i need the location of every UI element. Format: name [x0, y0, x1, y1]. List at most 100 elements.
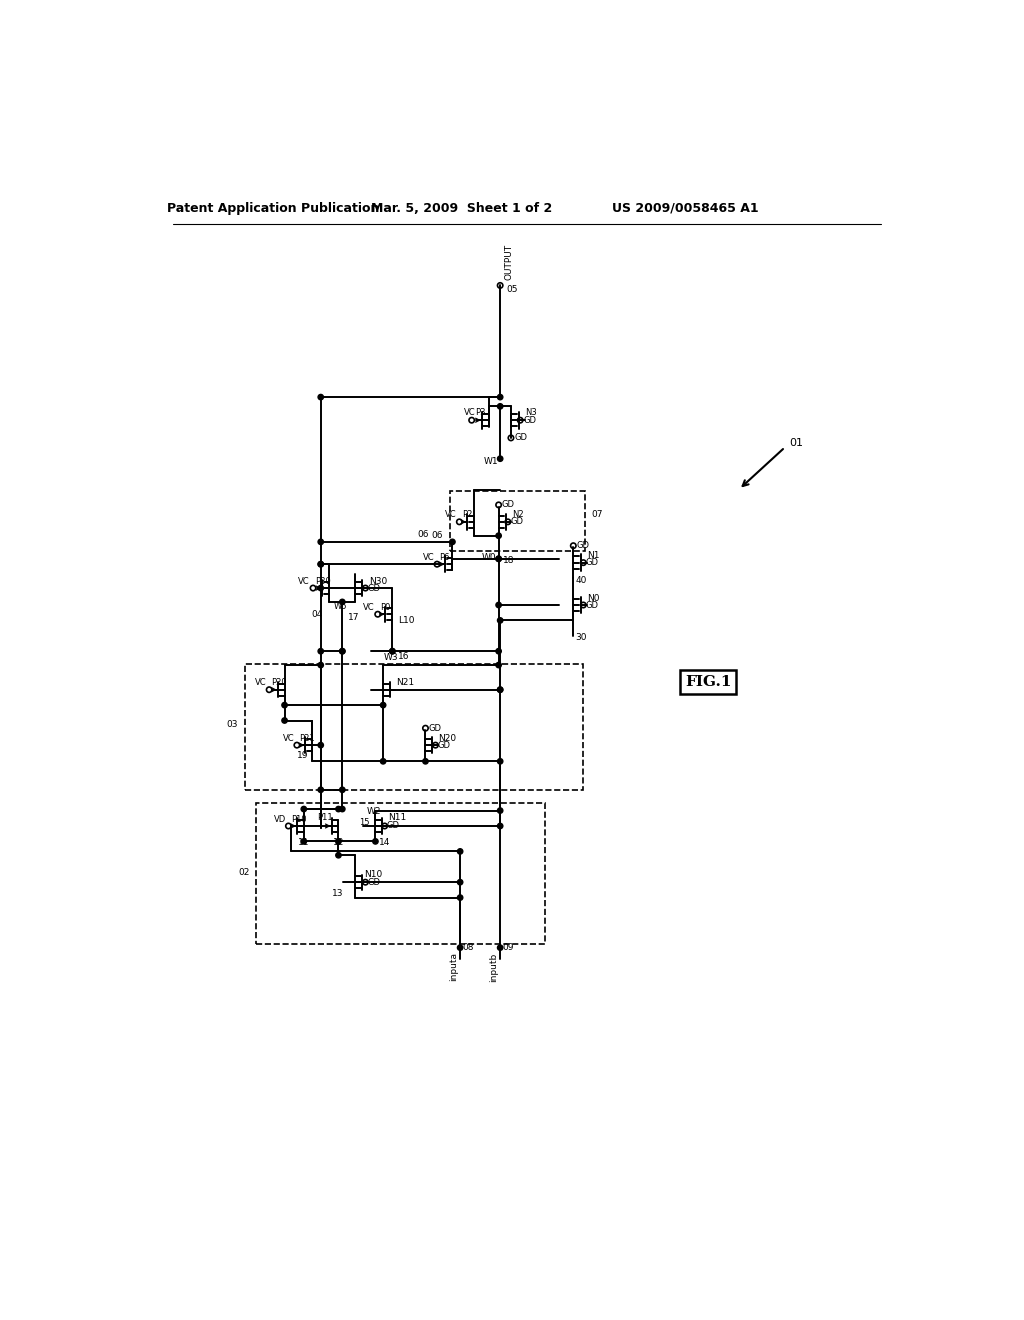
Text: N1: N1	[587, 552, 600, 560]
Text: VC: VC	[445, 511, 457, 519]
Text: N11: N11	[388, 813, 406, 822]
Circle shape	[318, 561, 324, 566]
Circle shape	[318, 539, 324, 545]
Text: P20: P20	[271, 678, 287, 688]
Text: VC: VC	[364, 603, 375, 611]
Bar	[245, 664, 584, 789]
Circle shape	[381, 702, 386, 708]
Text: GD: GD	[438, 741, 451, 750]
Text: GD: GD	[429, 723, 441, 733]
Circle shape	[336, 853, 341, 858]
Circle shape	[498, 618, 503, 623]
Text: GD: GD	[523, 416, 537, 425]
Text: P30: P30	[315, 577, 331, 586]
Circle shape	[390, 648, 395, 653]
Text: P10: P10	[291, 814, 306, 824]
Text: GD: GD	[586, 558, 599, 568]
Text: 19: 19	[297, 751, 308, 759]
Text: 07: 07	[591, 510, 602, 519]
Circle shape	[318, 787, 324, 792]
Text: VC: VC	[423, 553, 435, 562]
Circle shape	[340, 787, 345, 792]
Text: P2: P2	[462, 510, 472, 519]
Text: 12: 12	[333, 838, 344, 846]
Text: GD: GD	[577, 541, 590, 550]
Text: GD: GD	[368, 583, 381, 593]
Text: N30: N30	[370, 577, 387, 586]
Text: P3: P3	[475, 408, 486, 417]
Text: 15: 15	[358, 817, 369, 826]
Circle shape	[498, 808, 503, 813]
Circle shape	[373, 838, 378, 843]
Text: 02: 02	[239, 869, 250, 878]
Circle shape	[498, 404, 503, 409]
Circle shape	[336, 838, 341, 843]
Text: 11: 11	[298, 838, 309, 846]
Text: 03: 03	[227, 719, 239, 729]
Text: P11: P11	[316, 813, 333, 822]
Text: FIG.1: FIG.1	[685, 675, 731, 689]
Circle shape	[282, 702, 288, 708]
Circle shape	[318, 648, 324, 653]
Circle shape	[340, 807, 345, 812]
Text: 16: 16	[398, 652, 410, 661]
Bar	[256, 803, 545, 944]
Text: 30: 30	[575, 632, 587, 642]
Circle shape	[340, 648, 345, 653]
Text: VC: VC	[464, 408, 475, 417]
Text: 08: 08	[463, 944, 474, 952]
Text: 06: 06	[432, 531, 443, 540]
Circle shape	[340, 599, 345, 605]
Text: 13: 13	[333, 890, 344, 898]
Circle shape	[458, 945, 463, 950]
Circle shape	[498, 945, 503, 950]
Text: W0: W0	[481, 553, 497, 562]
Circle shape	[423, 759, 428, 764]
Circle shape	[498, 686, 503, 693]
Text: W1: W1	[483, 457, 498, 466]
Text: GD: GD	[510, 517, 523, 527]
Text: GD: GD	[387, 821, 400, 830]
Text: VD: VD	[273, 814, 286, 824]
Text: GD: GD	[502, 500, 515, 510]
Text: GD: GD	[368, 878, 381, 887]
Text: N3: N3	[525, 408, 538, 417]
Circle shape	[458, 879, 463, 884]
Text: W5: W5	[334, 602, 347, 611]
Circle shape	[496, 556, 502, 561]
Text: US 2009/0058465 A1: US 2009/0058465 A1	[611, 202, 759, 215]
Text: OUTPUT: OUTPUT	[504, 244, 513, 280]
Text: 01: 01	[788, 438, 803, 449]
Text: W2: W2	[367, 807, 381, 816]
Circle shape	[318, 395, 324, 400]
Circle shape	[336, 807, 341, 812]
Bar	[451, 491, 585, 552]
Text: 17: 17	[348, 612, 359, 622]
Text: GD: GD	[514, 433, 527, 442]
Text: 05: 05	[506, 285, 518, 294]
Text: N20: N20	[438, 734, 457, 743]
Circle shape	[340, 648, 345, 653]
Text: inputb: inputb	[489, 952, 499, 982]
Text: 06: 06	[418, 529, 429, 539]
Text: 09: 09	[503, 944, 514, 952]
Circle shape	[496, 663, 502, 668]
Circle shape	[498, 824, 503, 829]
Text: VC: VC	[255, 678, 267, 688]
Text: 04: 04	[311, 610, 323, 619]
Circle shape	[498, 395, 503, 400]
Circle shape	[318, 561, 324, 566]
Circle shape	[458, 849, 463, 854]
Text: GD: GD	[586, 601, 599, 610]
Circle shape	[496, 648, 502, 653]
Circle shape	[496, 533, 502, 539]
Circle shape	[450, 539, 455, 545]
Text: L10: L10	[398, 616, 415, 624]
Text: 14: 14	[379, 838, 390, 846]
Text: P6: P6	[439, 553, 450, 562]
Circle shape	[301, 807, 306, 812]
Text: VC: VC	[283, 734, 295, 743]
Circle shape	[282, 718, 288, 723]
Circle shape	[498, 686, 503, 693]
Text: 40: 40	[575, 576, 587, 585]
